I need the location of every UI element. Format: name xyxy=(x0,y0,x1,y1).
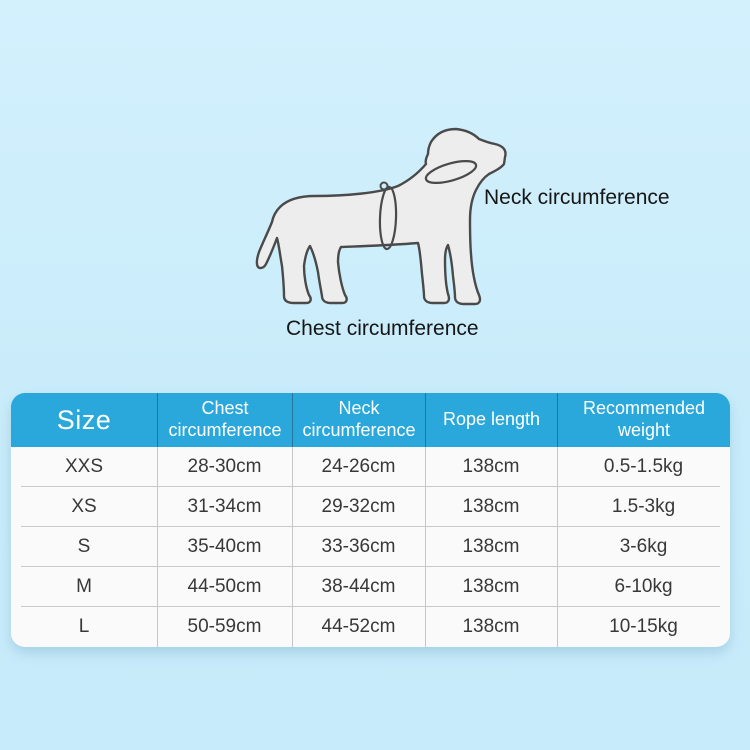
cell-neck: 38-44cm xyxy=(321,576,396,597)
cell-neck: 33-36cm xyxy=(321,536,396,557)
cell-weight: 3-6kg xyxy=(619,536,668,557)
table-row-s: S 35-40cm 33-36cm 138cm 3-6kg xyxy=(11,527,730,567)
cell-neck: 44-52cm xyxy=(321,616,396,637)
dog-illustration xyxy=(255,127,507,306)
cell-neck: 29-32cm xyxy=(321,496,396,517)
cell-weight: 0.5-1.5kg xyxy=(603,456,684,477)
table-row-xs: XS 31-34cm 29-32cm 138cm 1.5-3kg xyxy=(11,487,730,527)
column-header-size: Size xyxy=(56,404,112,435)
cell-neck: 24-26cm xyxy=(321,456,396,477)
column-divider xyxy=(557,447,558,647)
table-body: XXS 28-30cm 24-26cm 138cm 0.5-1.5kg XS 3… xyxy=(11,447,730,647)
cell-chest: 50-59cm xyxy=(187,616,262,637)
cell-weight: 6-10kg xyxy=(614,576,673,597)
neck-circumference-label: Neck circumference xyxy=(484,186,670,209)
cell-rope: 138cm xyxy=(462,536,520,557)
cell-chest: 28-30cm xyxy=(187,456,262,477)
column-header-chest-circumference: Chest circumference xyxy=(157,393,292,447)
chest-band-ring xyxy=(379,181,389,191)
column-header-neck-circumference: Neck circumference xyxy=(292,393,425,447)
cell-chest: 44-50cm xyxy=(187,576,262,597)
cell-rope: 138cm xyxy=(462,456,520,477)
column-header-recommended-weight: Recommended weight xyxy=(557,393,730,447)
dog-body xyxy=(255,127,507,306)
column-divider xyxy=(425,447,426,647)
table-row-xxs: XXS 28-30cm 24-26cm 138cm 0.5-1.5kg xyxy=(11,447,730,487)
neck-band xyxy=(424,160,478,184)
size-chart-table: Size Chest circumference Neck circumfere… xyxy=(11,393,730,647)
cell-size: M xyxy=(76,576,92,597)
chest-band xyxy=(378,185,398,251)
cell-rope: 138cm xyxy=(462,496,520,517)
cell-weight: 10-15kg xyxy=(609,616,678,637)
cell-rope: 138cm xyxy=(462,576,520,597)
column-divider xyxy=(292,447,293,647)
table-header-row: Size Chest circumference Neck circumfere… xyxy=(11,393,730,447)
cell-chest: 35-40cm xyxy=(187,536,262,557)
cell-size: S xyxy=(77,536,91,557)
cell-size: L xyxy=(78,616,90,637)
cell-chest: 31-34cm xyxy=(187,496,262,517)
cell-rope: 138cm xyxy=(462,616,520,637)
cell-size: XS xyxy=(71,496,97,517)
chest-circumference-label: Chest circumference xyxy=(286,317,479,340)
column-divider xyxy=(157,447,158,647)
table-row-l: L 50-59cm 44-52cm 138cm 10-15kg xyxy=(11,607,730,647)
column-header-rope-length: Rope length xyxy=(425,393,557,447)
table-row-m: M 44-50cm 38-44cm 138cm 6-10kg xyxy=(11,567,730,607)
cell-size: XXS xyxy=(64,456,104,477)
cell-weight: 1.5-3kg xyxy=(611,496,676,517)
